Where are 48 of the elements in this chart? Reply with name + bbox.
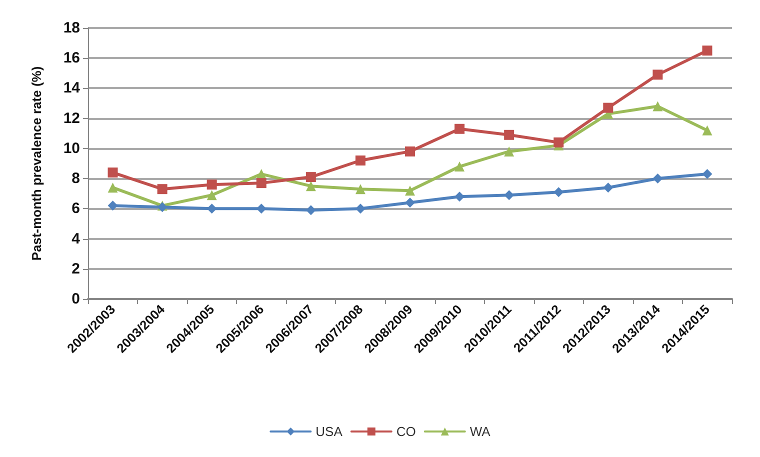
point [108, 200, 118, 211]
y-axis-title: Past-month prevalence rate (%) [29, 66, 44, 261]
point [355, 155, 366, 166]
point [702, 46, 712, 56]
y-tick-label: 14 [63, 80, 81, 97]
point [603, 102, 614, 113]
point [454, 192, 465, 202]
y-tick-label: 6 [72, 200, 80, 218]
point [405, 198, 415, 208]
point [702, 125, 712, 136]
point [554, 137, 564, 148]
point [405, 186, 415, 196]
point [504, 190, 514, 200]
y-tick-label: 0 [72, 290, 80, 308]
legend-label: WA [470, 424, 491, 439]
point [405, 146, 415, 156]
y-tick-label: 8 [72, 170, 80, 188]
point [306, 172, 316, 182]
point [108, 168, 118, 178]
point [603, 182, 614, 193]
legend-label: USA [316, 424, 343, 439]
y-tick-label: 4 [72, 230, 81, 248]
point [256, 204, 266, 214]
point [256, 178, 266, 188]
legend-label: CO [396, 424, 416, 439]
point [206, 180, 217, 190]
point [206, 190, 217, 200]
point [652, 101, 663, 112]
point [108, 182, 118, 193]
y-tick-label: 12 [63, 110, 80, 127]
point [454, 162, 465, 172]
point [306, 181, 316, 192]
point [206, 204, 217, 214]
point [702, 169, 712, 180]
y-tick-label: 10 [63, 140, 80, 157]
y-tick-label: 16 [63, 50, 80, 67]
point [652, 70, 663, 80]
y-tick-label: 2 [72, 260, 80, 278]
point [454, 124, 465, 134]
point [355, 184, 366, 194]
point [306, 205, 316, 216]
point [157, 184, 168, 194]
point [504, 146, 514, 156]
point [652, 174, 663, 184]
point [355, 204, 366, 214]
point [554, 187, 564, 198]
point [504, 130, 514, 140]
y-tick-label: 18 [63, 20, 80, 36]
